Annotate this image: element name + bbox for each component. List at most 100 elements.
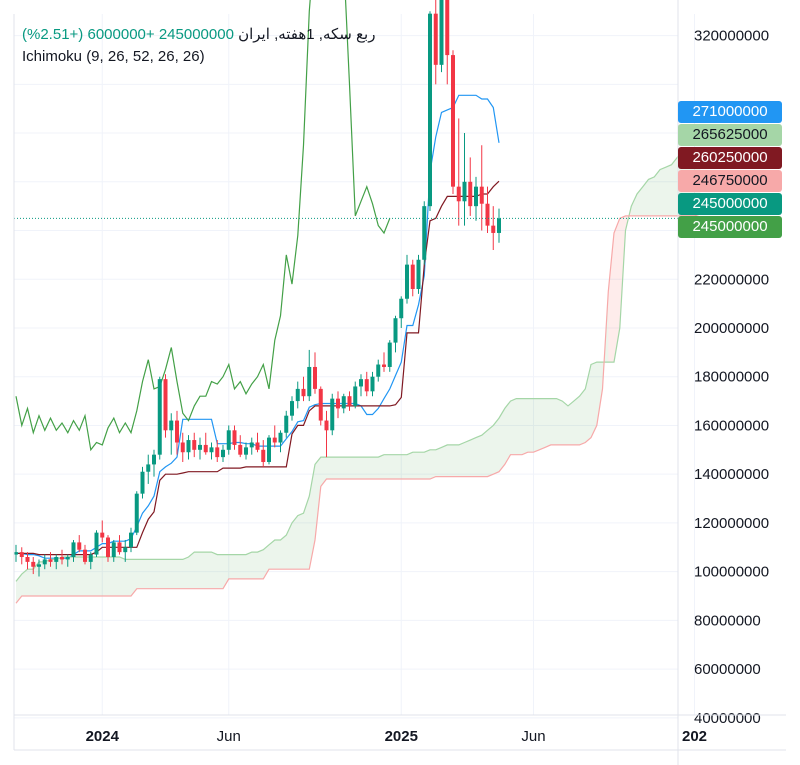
candle-body (140, 471, 145, 494)
cloud-segment (556, 398, 563, 445)
candle-body (267, 437, 271, 462)
cloud-segment (481, 430, 488, 477)
cloud-segment (223, 554, 229, 589)
candle-body (37, 564, 41, 567)
candle-body (186, 440, 191, 453)
candle-body (221, 449, 225, 458)
cloud-segment (194, 552, 200, 589)
candle-body (42, 559, 47, 565)
cloud-segment (177, 559, 183, 589)
candle-body (48, 559, 53, 562)
series-line-senkou-span-a (15, 147, 707, 582)
cloud-segment (384, 454, 390, 480)
candle-body (433, 13, 438, 65)
y-tick-label: 40000000 (694, 710, 761, 727)
cloud-segment (154, 559, 160, 589)
cloud-segment (320, 457, 327, 487)
cloud-segment (119, 557, 126, 596)
candle-body (330, 398, 335, 431)
cloud-segment (407, 452, 413, 480)
cloud-segment (504, 401, 511, 465)
candle-body (157, 379, 162, 455)
price-axis-label: 260250000 (678, 147, 782, 169)
cloud-segment (487, 425, 494, 477)
cloud-segment (562, 401, 568, 445)
cloud-segment (591, 362, 597, 438)
cloud-segment (131, 559, 137, 596)
cloud-segment (660, 167, 666, 216)
cloud-segment (39, 561, 45, 596)
cloud-segment (33, 561, 39, 596)
candle-body (100, 532, 105, 538)
candle-body (129, 532, 133, 548)
candle-body (370, 376, 375, 392)
cloud-segment (395, 454, 402, 480)
price-axis-label: 271000000 (678, 101, 782, 123)
candle-body (111, 542, 116, 558)
candle-body (226, 430, 231, 450)
cloud-segment (573, 396, 580, 445)
candle-body (485, 203, 490, 226)
cloud-segment (96, 557, 103, 596)
candle-body (65, 557, 70, 560)
candle-body (393, 318, 398, 343)
cloud-segment (234, 554, 241, 579)
candle-body (261, 449, 266, 462)
cloud-segment (522, 398, 528, 455)
cloud-segment (539, 398, 545, 450)
candle-body (244, 447, 248, 455)
cloud-segment (332, 457, 338, 480)
candle-body (278, 432, 283, 443)
y-tick-label: 160000000 (694, 417, 769, 434)
candle-body (353, 386, 358, 406)
candle-body (255, 442, 260, 450)
cloud-segment (228, 554, 235, 579)
candle-body (491, 225, 496, 233)
legend-indicator-row[interactable]: Ichimoku (9, 26, 52, 26, 26) (22, 46, 381, 68)
y-tick-label: 120000000 (694, 515, 769, 532)
legend-symbol: ربع سکه, 1هفته, ایران (238, 26, 376, 43)
cloud-segment (441, 444, 448, 477)
candle-body (249, 442, 254, 448)
cloud-segment (108, 557, 114, 596)
candle-body (451, 55, 455, 187)
legend-change: +6000000 (+2.51%) (22, 26, 155, 43)
candle-body (232, 430, 237, 445)
cloud-segment (355, 457, 361, 480)
cloud-segment (642, 179, 649, 216)
cloud-segment (50, 559, 57, 596)
candle-body (336, 398, 340, 409)
candle-body (198, 444, 202, 450)
candle-body (88, 554, 93, 562)
candle-body (416, 259, 421, 289)
cloud-segment (56, 557, 62, 596)
cloud-segment (182, 557, 189, 589)
cloud-segment (637, 186, 643, 216)
cloud-segment (568, 401, 574, 445)
cloud-segment (493, 418, 499, 475)
candle-body (60, 557, 64, 560)
cloud-segment (246, 552, 252, 579)
cloud-segment (671, 157, 678, 216)
cloud-segment (579, 388, 586, 445)
candle-body (405, 264, 409, 299)
candle-body (324, 420, 329, 431)
cloud-segment (67, 557, 74, 596)
cloud-segment (430, 449, 436, 480)
cloud-segment (269, 539, 275, 570)
cloud-segment (366, 457, 373, 480)
candle-body (175, 420, 179, 443)
candle-body (290, 401, 294, 416)
cloud-segment (545, 398, 551, 448)
candle-body (54, 557, 59, 562)
candle-body (318, 388, 323, 421)
ichimoku-lines (15, 0, 707, 604)
y-tick-label: 320000000 (694, 28, 769, 45)
candle-body (203, 444, 208, 453)
candle-body (307, 366, 312, 397)
candle-body (31, 561, 36, 567)
cloud-segment (85, 557, 91, 596)
cloud-segment (648, 176, 655, 216)
candle-body (422, 206, 427, 260)
